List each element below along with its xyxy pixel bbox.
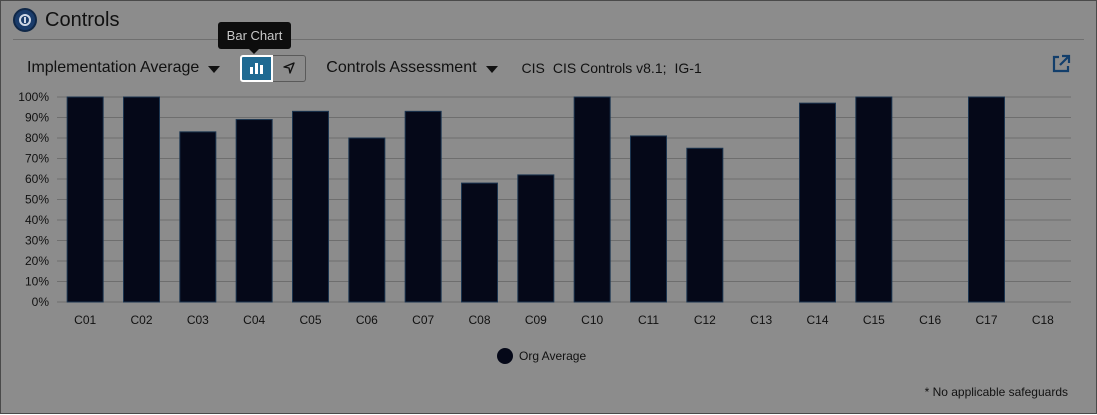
bar-chart-button[interactable] xyxy=(240,54,274,82)
x-tick-label: C07 xyxy=(412,313,434,327)
chart-type-toggle xyxy=(240,54,307,82)
x-tick-label: C09 xyxy=(525,313,547,327)
radar-chart-icon xyxy=(283,62,295,74)
y-tick-label: 30% xyxy=(25,234,49,248)
x-tick-label: C16 xyxy=(919,313,941,327)
legend-label: Org Average xyxy=(519,349,587,363)
group-label: IG-1 xyxy=(674,60,702,76)
bar-c08 xyxy=(461,182,498,303)
bar-c02 xyxy=(123,96,160,303)
metric-dropdown-label: Implementation Average xyxy=(27,59,200,76)
x-tick-label: C06 xyxy=(356,313,378,327)
assessment-dropdown-label: Controls Assessment xyxy=(326,59,477,76)
bar-c17 xyxy=(968,96,1005,303)
x-tick-label: C05 xyxy=(299,313,321,327)
x-tick-label: C02 xyxy=(130,313,152,327)
x-tick-label: C10 xyxy=(581,313,603,327)
x-tick-label: C04 xyxy=(243,313,265,327)
x-tick-label: C11 xyxy=(638,313,659,327)
page-title: Controls xyxy=(45,8,120,31)
bar-c12 xyxy=(686,147,724,303)
bar-c15 xyxy=(855,96,893,303)
y-tick-label: 0% xyxy=(32,295,50,309)
bar-c11 xyxy=(630,135,667,303)
version-label: CIS Controls v8.1; xyxy=(552,60,667,76)
radar-chart-button[interactable] xyxy=(273,54,307,82)
bar-chart-tooltip: Bar Chart xyxy=(218,22,291,54)
bar-c14 xyxy=(799,102,836,303)
x-tick-label: C01 xyxy=(74,313,96,327)
metric-dropdown[interactable]: Implementation Average xyxy=(27,59,221,77)
bar-c03 xyxy=(179,131,217,303)
footnote: * No applicable safeguards xyxy=(924,385,1068,399)
y-tick-label: 40% xyxy=(25,213,49,227)
bar-c10 xyxy=(573,96,611,303)
external-link-icon xyxy=(1052,54,1071,73)
x-tick-label: C13 xyxy=(750,313,772,327)
bar-c01 xyxy=(66,96,104,303)
bar-chart-icon xyxy=(250,62,264,74)
y-tick-label: 50% xyxy=(25,193,49,207)
y-tick-label: 80% xyxy=(25,131,49,145)
y-tick-label: 90% xyxy=(25,111,49,125)
bar-c07 xyxy=(404,110,442,303)
y-tick-label: 10% xyxy=(25,275,49,289)
x-tick-label: C03 xyxy=(187,313,209,327)
cis-logo-icon xyxy=(13,8,37,32)
framework-breadcrumb: CIS CIS Controls v8.1; IG-1 xyxy=(520,60,702,76)
framework-label: CIS xyxy=(521,60,545,76)
bar-c09 xyxy=(517,174,555,303)
panel-header: Controls xyxy=(13,5,119,35)
x-tick-label: C12 xyxy=(694,313,716,327)
chevron-down-icon xyxy=(208,65,221,73)
chevron-down-icon xyxy=(485,65,498,73)
y-tick-label: 70% xyxy=(25,152,49,166)
header-divider xyxy=(13,39,1084,40)
y-tick-label: 100% xyxy=(18,90,49,104)
x-tick-label: C15 xyxy=(863,313,885,327)
export-button[interactable] xyxy=(1051,54,1071,74)
legend-marker xyxy=(497,348,513,364)
chart-toolbar: Implementation Average Controls Assessme… xyxy=(27,53,702,83)
bar-c05 xyxy=(292,110,329,303)
x-tick-label: C14 xyxy=(806,313,828,327)
x-tick-label: C18 xyxy=(1032,313,1054,327)
x-tick-label: C17 xyxy=(975,313,997,327)
chart-legend[interactable]: Org Average xyxy=(497,348,586,364)
bar-c04 xyxy=(235,119,273,303)
y-tick-label: 60% xyxy=(25,172,49,186)
x-tick-label: C08 xyxy=(468,313,490,327)
assessment-dropdown[interactable]: Controls Assessment xyxy=(326,59,498,77)
bar-c06 xyxy=(348,137,386,303)
y-tick-label: 20% xyxy=(25,254,49,268)
